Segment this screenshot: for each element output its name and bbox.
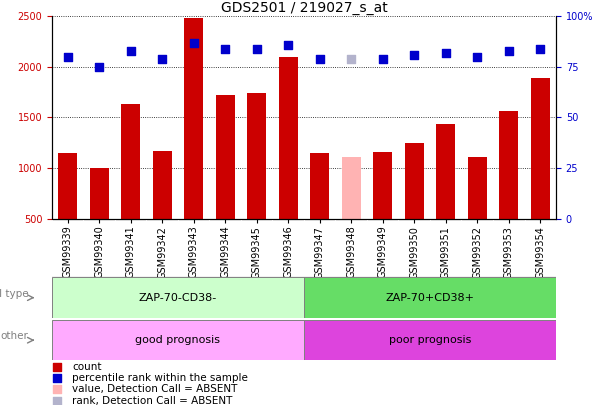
Point [409,51,419,58]
Text: percentile rank within the sample: percentile rank within the sample [72,373,248,383]
Bar [342,157,360,219]
Bar [121,104,140,219]
Bar [279,57,298,219]
Bar [531,78,550,219]
Text: other: other [1,331,29,341]
Point [472,53,482,60]
Text: poor prognosis: poor prognosis [389,335,471,345]
Text: rank, Detection Call = ABSENT: rank, Detection Call = ABSENT [72,396,232,405]
Text: GSM99339: GSM99339 [63,226,73,279]
Bar [373,152,392,219]
Text: GSM99341: GSM99341 [126,226,136,279]
Point [284,41,293,48]
Bar [52,320,304,360]
Bar [247,93,266,219]
Bar [216,95,235,219]
Bar [304,277,556,318]
Bar [468,157,487,219]
Point [504,47,514,54]
Title: GDS2501 / 219027_s_at: GDS2501 / 219027_s_at [221,1,387,15]
Text: good prognosis: good prognosis [136,335,221,345]
Point [346,55,356,62]
Text: GSM99340: GSM99340 [94,226,104,279]
Point [126,47,136,54]
Text: value, Detection Call = ABSENT: value, Detection Call = ABSENT [72,384,238,394]
Point [94,64,104,70]
Bar [405,143,423,219]
Point [52,386,62,393]
Text: GSM99350: GSM99350 [409,226,419,279]
Bar [436,124,455,219]
Text: GSM99347: GSM99347 [315,226,324,279]
Text: GSM99353: GSM99353 [503,226,514,279]
Text: GSM99354: GSM99354 [535,226,545,279]
Text: ZAP-70-CD38-: ZAP-70-CD38- [139,293,217,303]
Text: ZAP-70+CD38+: ZAP-70+CD38+ [386,293,475,303]
Bar [304,320,556,360]
Text: GSM99344: GSM99344 [220,226,230,279]
Point [378,55,387,62]
Point [52,397,62,404]
Point [52,364,62,370]
Text: GSM99351: GSM99351 [441,226,451,279]
Text: GSM99352: GSM99352 [472,226,482,279]
Point [441,49,451,56]
Bar [90,168,109,219]
Text: count: count [72,362,101,372]
Point [189,39,199,46]
Text: GSM99346: GSM99346 [284,226,293,279]
Bar [185,18,203,219]
Text: GSM99348: GSM99348 [346,226,356,279]
Point [535,45,545,52]
Text: GSM99342: GSM99342 [157,226,167,279]
Text: GSM99345: GSM99345 [252,226,262,279]
Bar [58,153,77,219]
Point [52,375,62,382]
Bar [499,111,518,219]
Point [252,45,262,52]
Point [315,55,324,62]
Bar [153,151,172,219]
Point [63,53,73,60]
Point [157,55,167,62]
Text: cell type: cell type [0,289,29,298]
Bar [310,153,329,219]
Bar [52,277,304,318]
Text: GSM99349: GSM99349 [378,226,388,279]
Point [221,45,230,52]
Text: GSM99343: GSM99343 [189,226,199,279]
